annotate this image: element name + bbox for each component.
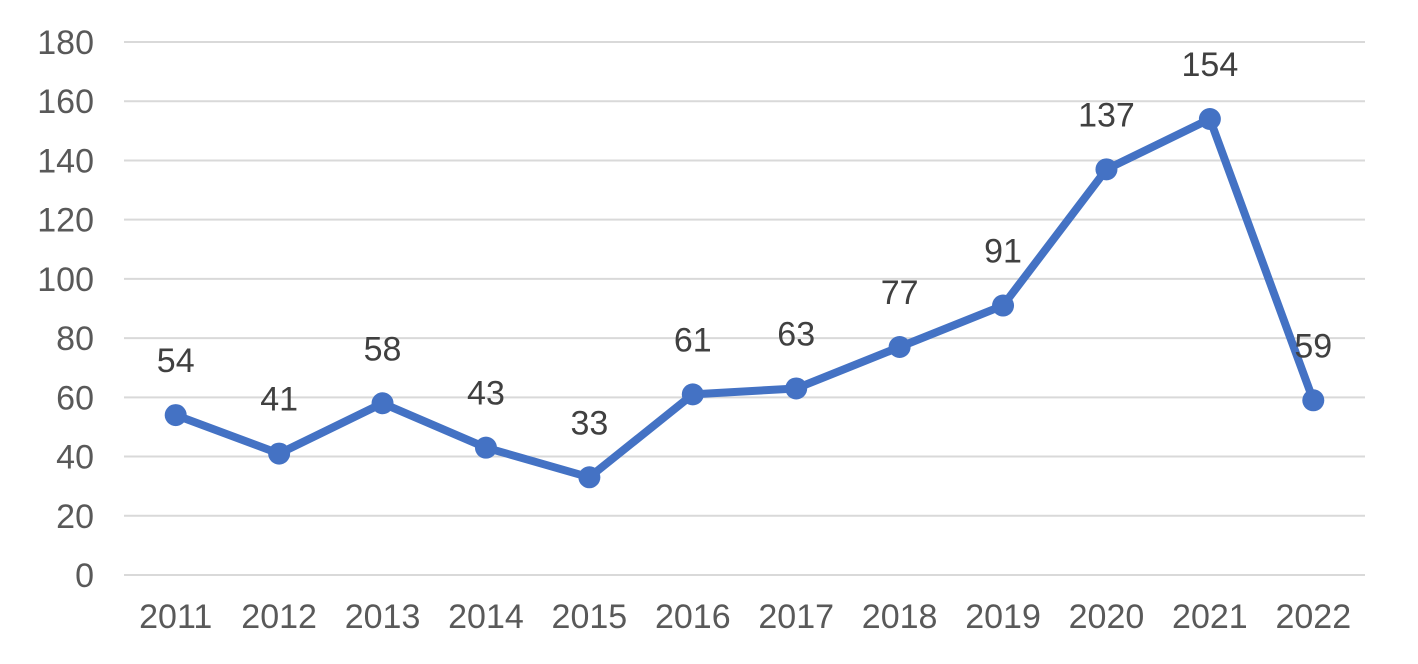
data-point: [1198, 107, 1221, 130]
series-group: [164, 107, 1325, 489]
y-tick-label: 120: [37, 202, 94, 240]
y-axis: 0 20 40 60 80 100 120 140 160 180: [37, 24, 94, 595]
x-tick-label: 2014: [448, 598, 524, 636]
x-tick-label: 2013: [345, 598, 421, 636]
x-tick-label: 2015: [552, 598, 628, 636]
data-point: [578, 466, 601, 489]
y-tick-label: 80: [56, 320, 94, 358]
y-tick-label: 20: [56, 498, 94, 536]
x-tick-label: 2019: [965, 598, 1041, 636]
data-point: [888, 335, 911, 358]
data-label: 61: [674, 321, 712, 359]
y-tick-label: 160: [37, 83, 94, 121]
data-point: [268, 442, 291, 465]
data-label: 137: [1078, 96, 1135, 134]
x-tick-label: 2022: [1275, 598, 1351, 636]
x-axis: 2011 2012 2013 2014 2015 2016 2017 2018 2019 2020…: [139, 598, 1351, 636]
data-point: [1095, 158, 1118, 181]
x-tick-label: 2020: [1069, 598, 1145, 636]
data-label: 77: [881, 274, 919, 312]
series-line: [171, 114, 1318, 482]
data-label: 91: [984, 233, 1022, 271]
y-tick-label: 100: [37, 261, 94, 299]
x-tick-label: 2017: [758, 598, 834, 636]
data-label: 43: [467, 375, 505, 413]
data-label: 33: [570, 404, 608, 442]
data-point: [474, 436, 497, 459]
data-point: [992, 294, 1015, 317]
x-tick-label: 2021: [1172, 598, 1248, 636]
y-tick-label: 0: [75, 557, 94, 595]
data-label: 41: [260, 381, 298, 419]
data-label: 58: [364, 330, 402, 368]
data-label: 154: [1182, 46, 1239, 84]
data-point: [681, 383, 704, 406]
data-label: 59: [1294, 327, 1332, 365]
y-tick-label: 60: [56, 379, 94, 417]
y-tick-label: 40: [56, 439, 94, 477]
data-point: [1302, 389, 1325, 412]
data-label: 63: [777, 315, 815, 353]
y-tick-label: 180: [37, 24, 94, 62]
x-tick-label: 2018: [862, 598, 938, 636]
data-labels: 54 41 58 43 33 61 63 77 91 137 154 59: [157, 46, 1332, 442]
data-label: 54: [157, 342, 195, 380]
x-tick-label: 2016: [655, 598, 731, 636]
x-tick-label: 2011: [139, 598, 212, 636]
x-tick-label: 2012: [241, 598, 317, 636]
data-point: [785, 377, 808, 400]
gridlines: [124, 41, 1365, 576]
y-tick-label: 140: [37, 142, 94, 180]
data-point: [164, 404, 187, 427]
data-point: [371, 392, 394, 415]
